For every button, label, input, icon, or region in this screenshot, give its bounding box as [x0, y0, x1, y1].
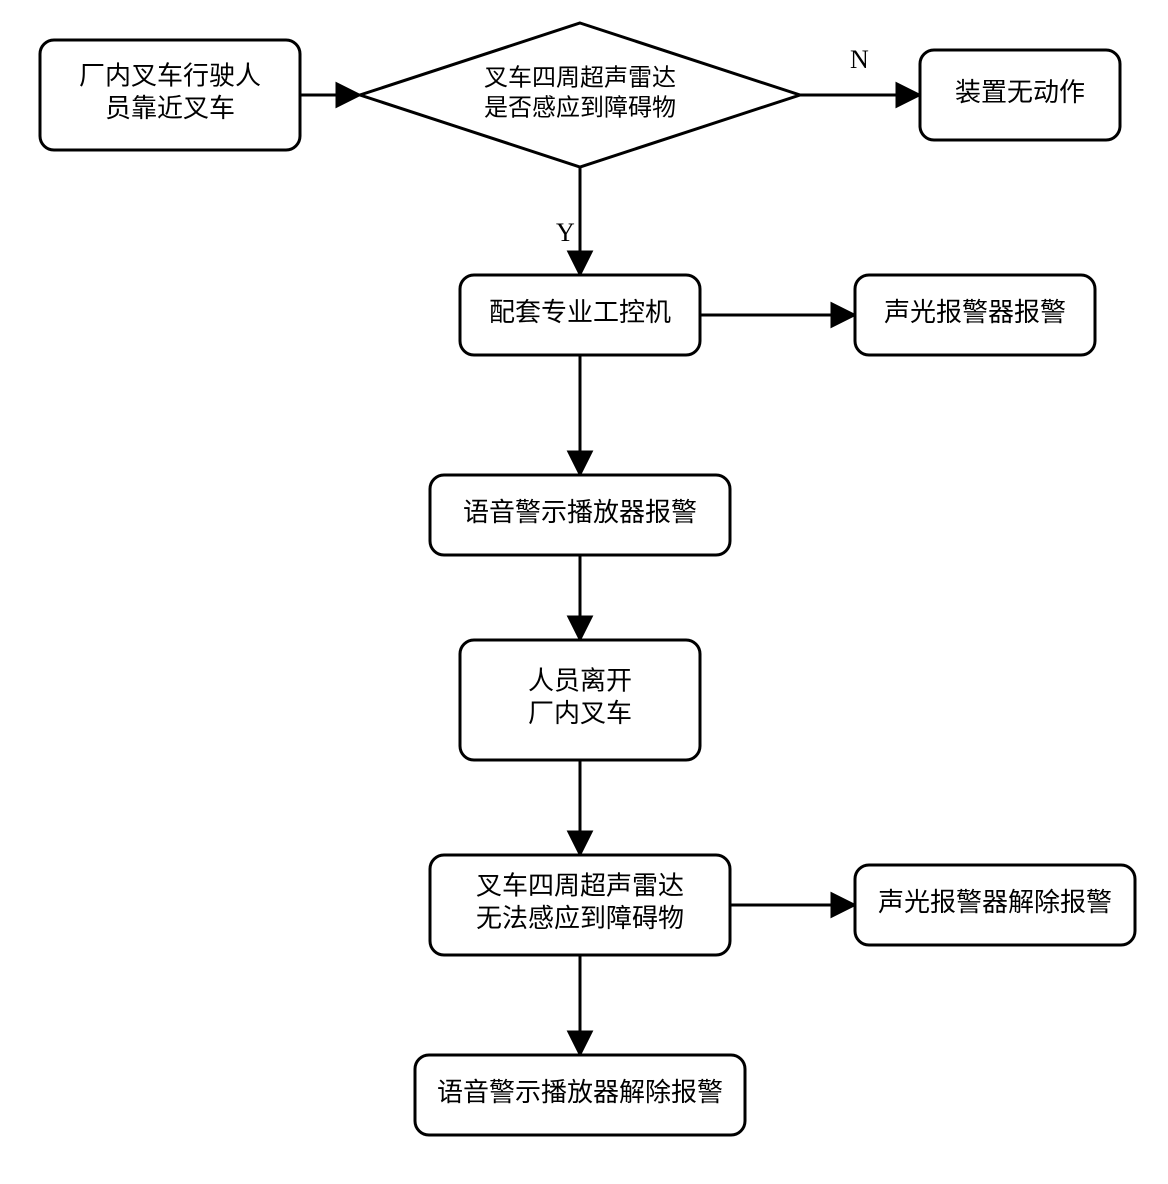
node-audiovis: 声光报警器报警: [855, 275, 1095, 355]
node-noaction-label: 装置无动作: [955, 78, 1085, 107]
flowchart-canvas: NY 厂内叉车行驶人员靠近叉车叉车四周超声雷达是否感应到障碍物装置无动作配套专业…: [0, 0, 1168, 1184]
node-voice: 语音警示播放器报警: [430, 475, 730, 555]
node-voiceclr: 语音警示播放器解除报警: [415, 1055, 745, 1135]
node-leave-label-line: 人员离开: [528, 667, 632, 696]
node-ipc-label: 配套专业工控机: [489, 298, 671, 327]
node-ipc: 配套专业工控机: [460, 275, 700, 355]
node-voice-label-line: 语音警示播放器报警: [463, 498, 697, 527]
node-noaction: 装置无动作: [920, 50, 1120, 140]
node-ipc-label-line: 配套专业工控机: [489, 298, 671, 327]
node-leave-label-line: 厂内叉车: [528, 699, 632, 728]
node-voiceclr-label-line: 语音警示播放器解除报警: [437, 1078, 723, 1107]
node-avclear-label: 声光报警器解除报警: [878, 888, 1112, 917]
node-audiovis-label: 声光报警器报警: [884, 298, 1066, 327]
node-start-label-line: 员靠近叉车: [105, 94, 235, 123]
node-nolonger-label-line: 叉车四周超声雷达: [476, 872, 684, 901]
node-start: 厂内叉车行驶人员靠近叉车: [40, 40, 300, 150]
node-decision-label-line: 是否感应到障碍物: [484, 95, 676, 122]
edge-2-label: Y: [556, 218, 575, 247]
nodes-layer: 厂内叉车行驶人员靠近叉车叉车四周超声雷达是否感应到障碍物装置无动作配套专业工控机…: [40, 23, 1135, 1135]
node-voice-label: 语音警示播放器报警: [463, 498, 697, 527]
node-voiceclr-label: 语音警示播放器解除报警: [437, 1078, 723, 1107]
node-nolonger: 叉车四周超声雷达无法感应到障碍物: [430, 855, 730, 955]
node-decision-label-line: 叉车四周超声雷达: [484, 65, 676, 92]
node-decision: 叉车四周超声雷达是否感应到障碍物: [360, 23, 800, 167]
node-avclear-label-line: 声光报警器解除报警: [878, 888, 1112, 917]
node-start-label-line: 厂内叉车行驶人: [79, 62, 261, 91]
node-noaction-label-line: 装置无动作: [955, 78, 1085, 107]
edge-1-label: N: [850, 45, 869, 74]
node-audiovis-label-line: 声光报警器报警: [884, 298, 1066, 327]
node-leave: 人员离开厂内叉车: [460, 640, 700, 760]
node-nolonger-label-line: 无法感应到障碍物: [476, 904, 684, 933]
node-avclear: 声光报警器解除报警: [855, 865, 1135, 945]
